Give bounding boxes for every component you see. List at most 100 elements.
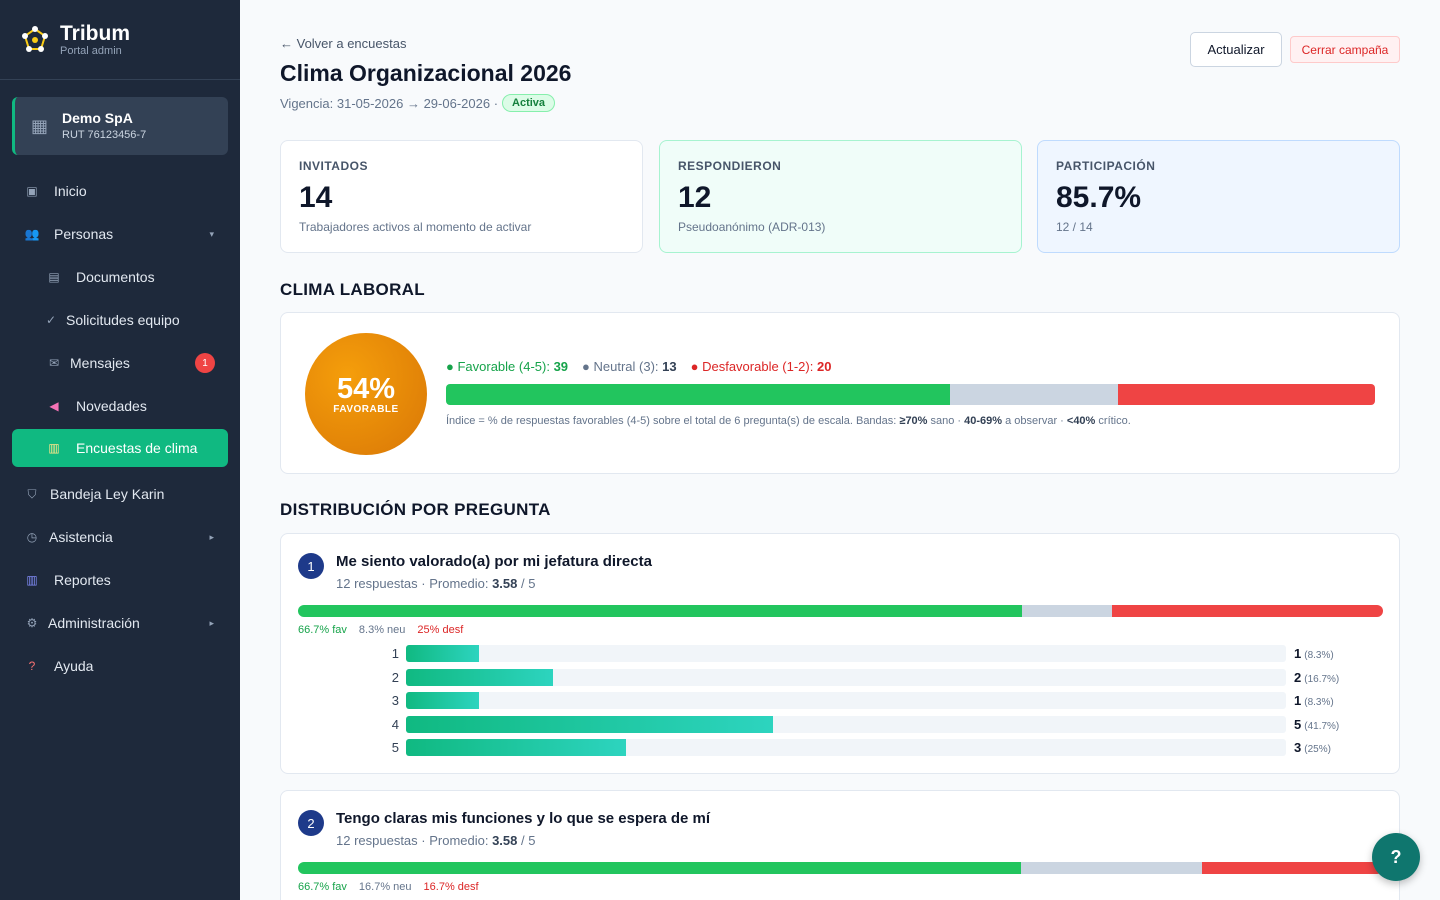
megaphone-icon: ◀ [49, 399, 59, 413]
people-icon: 👥 [24, 227, 40, 241]
question-number: 2 [298, 810, 324, 836]
sidebar-item-label: Documentos [76, 269, 155, 285]
segment-neutral [949, 384, 1118, 405]
segment-favorable [298, 605, 1022, 617]
stat-label: RESPONDIERON [678, 159, 782, 173]
answer-bar-track [406, 645, 1286, 662]
pct-neutral: 16.7% neu [358, 881, 412, 893]
check-icon: ✓ [46, 313, 57, 327]
bar-chart-icon: ▥ [26, 573, 38, 587]
sidebar-item-novedades[interactable]: ◀ Novedades [12, 387, 228, 425]
company-rut: RUT 76123456-7 [62, 129, 147, 141]
question-stacked-bar [298, 605, 1383, 617]
answer-bar-fill [406, 715, 773, 733]
square-icon: ▣ [26, 184, 38, 198]
sidebar-item-encuestas[interactable]: ▥ Encuestas de clima [12, 429, 228, 467]
answer-row: 5 3 (25%) [381, 739, 1381, 757]
sidebar-item-ley-karin[interactable]: ⛉ Bandeja Ley Karin [12, 475, 228, 513]
answer-bar-fill [406, 739, 626, 756]
question-title: Tengo claras mis funciones y lo que se e… [336, 810, 711, 827]
segment-neutral [1021, 605, 1112, 617]
sidebar-item-mensajes[interactable]: ✉ Mensajes 1 [12, 344, 228, 382]
answer-value: 4 [391, 716, 399, 732]
segment-desfavorable [1117, 384, 1375, 405]
network-logo-icon [22, 25, 48, 52]
answer-bar-track [406, 715, 1286, 733]
chevron-right-icon: ▸ [209, 617, 214, 628]
stat-card-respondieron: RESPONDIERON 12 Pseudoanónimo (ADR-013) [659, 140, 1022, 253]
pct-favorable: 66.7% fav [298, 881, 347, 893]
stat-value: 12 [678, 181, 712, 214]
clock-icon: ◷ [26, 530, 38, 544]
stat-sub: Pseudoanónimo (ADR-013) [678, 220, 826, 234]
answer-row: 3 1 (8.3%) [381, 692, 1381, 710]
stat-sub: 12 / 14 [1056, 220, 1093, 234]
sidebar-item-personas[interactable]: 👥 Personas ▾ [12, 215, 228, 253]
sidebar-item-label: Novedades [76, 398, 147, 414]
answer-bar-track [406, 668, 1286, 686]
sidebar-item-label: Bandeja Ley Karin [50, 486, 165, 502]
answer-bar-track [406, 692, 1286, 709]
score-circle: 54% FAVORABLE [305, 333, 427, 455]
clima-section-title: CLIMA LABORAL [280, 280, 425, 299]
legend-favorable: ● Favorable (4-5): 39 [446, 359, 569, 374]
question-card: 2 Tengo claras mis funciones y lo que se… [280, 790, 1400, 900]
question-percentages: 66.7% fav 8.3% neu 25% desf [298, 624, 463, 636]
answer-bar-fill [406, 645, 480, 662]
score-value: 54% [336, 372, 396, 405]
sidebar-item-inicio[interactable]: ▣ Inicio [12, 172, 228, 210]
brand[interactable]: Tribum Portal admin [0, 0, 240, 80]
clima-stacked-bar [446, 384, 1375, 405]
sidebar-item-label: Encuestas de clima [76, 440, 198, 456]
segment-favorable [446, 384, 950, 405]
stat-label: PARTICIPACIÓN [1056, 159, 1156, 173]
sidebar-item-label: Administración [48, 615, 140, 631]
pct-desfavorable: 16.7% desf [423, 881, 479, 893]
back-link[interactable]: ← Volver a encuestas [280, 36, 407, 51]
shield-icon: ⛉ [27, 486, 37, 501]
answer-value: 3 [391, 693, 399, 708]
sidebar-item-administracion[interactable]: ⚙ Administración ▸ [12, 604, 228, 642]
sidebar-item-asistencia[interactable]: ◷ Asistencia ▸ [12, 518, 228, 556]
answer-count: 1 (8.3%) [1294, 646, 1334, 661]
brand-name: Tribum [60, 21, 131, 45]
legend-desfavorable: ● Desfavorable (1-2): 20 [690, 359, 832, 374]
segment-favorable [298, 862, 1021, 874]
sidebar-item-documentos[interactable]: ▤ Documentos [12, 258, 228, 296]
help-button[interactable]: ? [1372, 833, 1420, 881]
sidebar-item-label: Asistencia [49, 529, 113, 545]
answer-value: 1 [391, 646, 399, 661]
vigencia-line: Vigencia: 31-05-2026 → 29-06-2026 · Acti… [280, 94, 556, 112]
sidebar-item-solicitudes[interactable]: ✓ Solicitudes equipo [12, 301, 228, 339]
chart-icon: ▥ [48, 441, 60, 455]
segment-neutral [1020, 862, 1202, 874]
page-title: Clima Organizacional 2026 [280, 60, 572, 86]
stat-card-participacion: PARTICIPACIÓN 85.7% 12 / 14 [1037, 140, 1400, 253]
stat-value: 85.7% [1056, 181, 1142, 214]
chevron-down-icon: ▾ [209, 228, 214, 239]
question-icon: ? [28, 659, 36, 673]
score-label: FAVORABLE [333, 403, 399, 415]
answer-bar-track [406, 739, 1286, 756]
question-stacked-bar [298, 862, 1383, 874]
company-selector[interactable]: ▦ Demo SpA RUT 76123456-7 [12, 97, 228, 155]
close-campaign-button[interactable]: Cerrar campaña [1290, 36, 1400, 63]
refresh-button[interactable]: Actualizar [1190, 32, 1282, 67]
segment-desfavorable [1202, 862, 1383, 874]
building-icon: ▦ [31, 115, 49, 136]
answer-row: 4 5 (41.7%) [381, 715, 1381, 734]
sidebar-item-label: Inicio [54, 183, 87, 199]
answer-value: 2 [391, 669, 399, 685]
answer-count: 3 (25%) [1294, 740, 1331, 755]
answer-row: 1 1 (8.3%) [381, 645, 1381, 663]
answer-count: 2 (16.7%) [1294, 669, 1340, 685]
pct-favorable: 66.7% fav [298, 624, 347, 636]
clima-legend: ● Favorable (4-5): 39 ● Neutral (3): 13 … [446, 359, 831, 374]
distribution-section-title: DISTRIBUCIÓN POR PREGUNTA [280, 500, 551, 519]
question-title: Me siento valorado(a) por mi jefatura di… [336, 553, 652, 570]
sidebar-item-reportes[interactable]: ▥ Reportes [12, 561, 228, 599]
chevron-right-icon: ▸ [209, 531, 214, 542]
answer-count: 1 (8.3%) [1294, 693, 1334, 708]
stat-sub: Trabajadores activos al momento de activ… [299, 220, 532, 234]
sidebar-item-ayuda[interactable]: ? Ayuda [12, 647, 228, 685]
